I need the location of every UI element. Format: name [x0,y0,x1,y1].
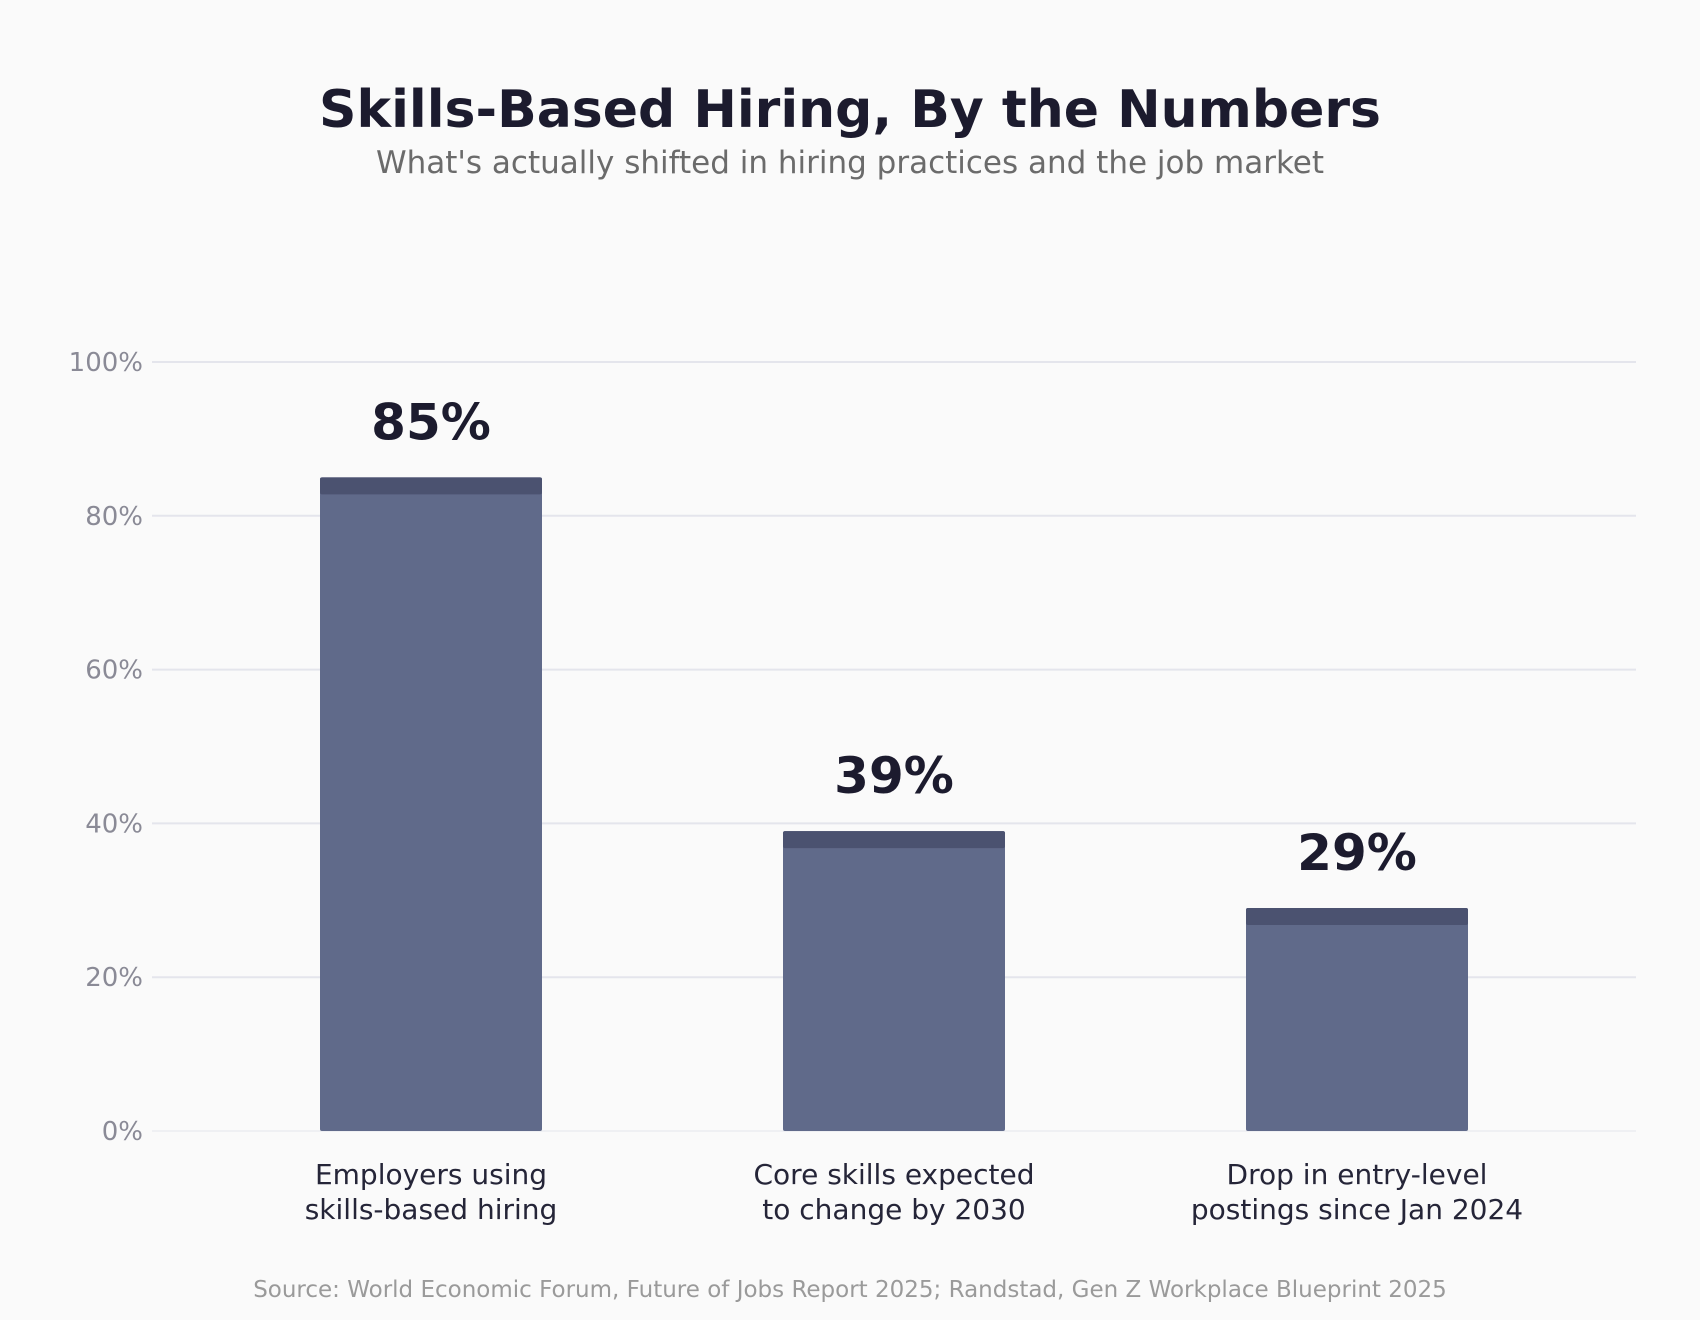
x-category-label: Employers using skills-based hiring [305,1158,558,1226]
category-labels: Employers using skills-based hiring Core s… [305,1158,1523,1226]
y-tick-label: 40% [85,809,143,839]
source-note: Source: World Economic Forum, Future of … [253,1277,1447,1303]
bar-cap [1246,907,1468,925]
y-tick-label: 60% [85,656,143,686]
bar [783,831,1005,1131]
bar [1246,907,1468,1131]
chart-title: Skills-Based Hiring, By the Numbers [319,80,1381,140]
x-category-label-line: Employers using [315,1158,547,1191]
x-category-label-line: postings since Jan 2024 [1191,1193,1523,1226]
y-tick-label: 80% [85,502,143,532]
x-category-label-line: Drop in entry-level [1227,1158,1488,1191]
value-labels: 85% 39% 29% [371,393,1417,882]
value-label: 29% [1297,824,1417,882]
value-label: 85% [371,393,491,451]
y-tick-label: 20% [85,963,143,993]
bar-cap [320,477,542,495]
y-tick-label: 100% [69,348,143,378]
x-category-label-line: to change by 2030 [762,1193,1025,1226]
chart-subtitle: What's actually shifted in hiring practi… [375,145,1325,181]
x-category-label: Drop in entry-level postings since Jan 20… [1191,1158,1523,1226]
value-label: 39% [834,747,954,805]
bar [320,477,542,1132]
bar-cap [783,831,1005,849]
y-tick-label: 0% [102,1117,143,1147]
bars [320,477,1468,1132]
x-category-label-line: Core skills expected [753,1158,1034,1191]
y-axis-tick-labels: 0% 20% 40% 60% 80% 100% [69,348,143,1147]
x-category-label: Core skills expected to change by 2030 [753,1158,1034,1226]
x-category-label-line: skills-based hiring [305,1193,558,1226]
